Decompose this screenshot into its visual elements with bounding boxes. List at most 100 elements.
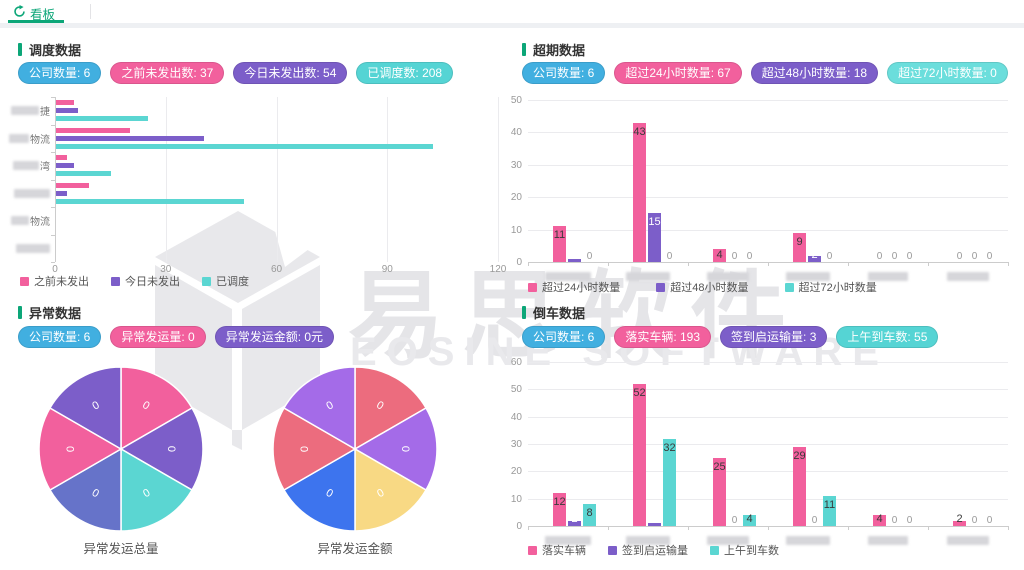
bar-reverse-bars-s0-c0[interactable]	[553, 493, 566, 526]
legend-item-reverse-bars-2[interactable]: 上午到车数	[710, 542, 779, 558]
bar-reverse-bars-s0-c5[interactable]	[953, 520, 966, 526]
bar-reverse-bars-s0-c4[interactable]	[873, 515, 886, 526]
masked-company-name	[14, 188, 50, 198]
legend-item-reverse-bars-0[interactable]: 落实车辆	[528, 542, 586, 558]
pie-slice-amount-pie-2[interactable]	[354, 447, 428, 532]
bar-overdue-bars-s0-c1[interactable]	[633, 122, 646, 262]
bar-reverse-bars-s2-c3[interactable]	[823, 495, 836, 526]
bar-value-label: 4	[716, 249, 723, 261]
legend-swatch-icon	[202, 276, 211, 286]
category-axis-line	[55, 97, 56, 262]
company-name-suffix: 捷	[40, 107, 50, 118]
bar-dispatch-bars-s0-c1[interactable]	[56, 127, 130, 133]
stat-badge-dispatch-1: 之前未发出数: 37	[110, 62, 225, 84]
bar-dispatch-bars-s1-c1[interactable]	[56, 135, 204, 141]
legend-swatch-icon	[111, 276, 120, 286]
legend-swatch-icon	[656, 282, 666, 292]
gridline-h	[528, 164, 1008, 166]
stat-badge-overdue-2: 超过48小时数量: 18	[750, 62, 879, 84]
pie-slice-value: 0	[324, 485, 335, 498]
bar-overdue-bars-s0-c3[interactable]	[793, 232, 806, 262]
pie-slice-amount-pie-3[interactable]	[282, 447, 356, 532]
legend-item-overdue-bars-1[interactable]: 超过48小时数量	[656, 279, 749, 295]
tab-kanban[interactable]: 看板	[30, 8, 56, 22]
bar-reverse-bars-s0-c3[interactable]	[793, 446, 806, 526]
legend-item-reverse-bars-1[interactable]: 签到启运输量	[608, 542, 688, 558]
bar-overdue-bars-s1-c1[interactable]	[648, 213, 661, 262]
pie-slice-total-pie-3[interactable]	[48, 447, 122, 532]
bar-dispatch-bars-s2-c0[interactable]	[56, 116, 149, 121]
category-label-4	[858, 268, 918, 281]
pie-slice-amount-pie-1[interactable]	[353, 406, 438, 492]
masked-company-name	[786, 272, 830, 281]
refresh-icon[interactable]	[13, 5, 26, 18]
stat-badge-abnormal-1: 异常发运量: 0	[110, 326, 206, 348]
bar-overdue-bars-s0-c2[interactable]	[713, 249, 726, 262]
stat-badge-overdue-3: 超过72小时数量: 0	[887, 62, 1008, 84]
bar-reverse-bars-s2-c2[interactable]	[743, 515, 756, 526]
x-tick-label: 90	[381, 264, 393, 275]
bar-dispatch-bars-s0-c0[interactable]	[56, 100, 75, 105]
bar-overdue-bars-s1-c0[interactable]	[568, 258, 581, 262]
bar-value-label: 32	[663, 441, 676, 454]
bar-dispatch-bars-s2-c2[interactable]	[56, 171, 112, 176]
bar-dispatch-bars-s2-c1[interactable]	[56, 143, 433, 149]
pie-slice-value: 0	[140, 399, 151, 412]
zero-value-label: 0	[986, 251, 993, 262]
bar-reverse-bars-s0-c1[interactable]	[633, 383, 646, 526]
bar-dispatch-bars-s1-c0[interactable]	[56, 108, 79, 113]
bar-value-label: 2	[571, 513, 578, 525]
masked-company-name	[626, 536, 670, 545]
bar-reverse-bars-s2-c1[interactable]	[663, 438, 676, 526]
pie-slice-total-pie-5[interactable]	[48, 366, 122, 451]
legend-item-overdue-bars-0[interactable]: 超过24小时数量	[528, 279, 620, 295]
axis-tick	[51, 234, 55, 236]
legend-swatch-icon	[784, 282, 794, 292]
masked-company-name	[707, 536, 749, 545]
axis-tick	[1008, 262, 1009, 266]
bar-dispatch-bars-s1-c3[interactable]	[56, 190, 68, 196]
section-title: 超期数据	[533, 43, 586, 58]
bar-reverse-bars-s1-c0[interactable]	[568, 520, 581, 526]
bar-reverse-bars-s1-c1[interactable]	[648, 523, 661, 526]
bar-dispatch-bars-s1-c2[interactable]	[56, 163, 75, 168]
active-tab-underline	[8, 20, 64, 23]
badge-row-overdue: 公司数量: 6 超过24小时数量: 67 超过48小时数量: 18 超过72小时数量:…	[522, 62, 1008, 84]
bar-overdue-bars-s1-c3[interactable]	[808, 255, 821, 262]
bar-value-label: 4	[746, 513, 753, 525]
bar-dispatch-bars-s0-c2[interactable]	[56, 155, 68, 160]
bar-value-label: 2	[811, 249, 818, 261]
bar-value-label: 52	[633, 386, 646, 399]
legend-reverse-bars: 落实车辆 签到启运输量 上午到车数	[528, 542, 779, 558]
zero-value-label: 0	[586, 251, 593, 262]
category-label-0	[538, 532, 598, 545]
category-label-0	[538, 268, 598, 281]
axis-tick	[528, 526, 529, 530]
masked-company-name	[947, 536, 989, 545]
pie-total-pie: 0 0 0 0 0 0	[38, 366, 204, 532]
section-marker-icon	[522, 306, 526, 319]
bar-reverse-bars-s2-c0[interactable]	[583, 504, 596, 526]
pie-slice-value: 0	[140, 485, 151, 498]
masked-company-name	[545, 272, 591, 281]
bar-dispatch-bars-s2-c3[interactable]	[56, 198, 245, 204]
bar-reverse-bars-s0-c2[interactable]	[713, 457, 726, 526]
legend-label: 签到启运输量	[622, 545, 688, 557]
pie-slice-total-pie-2[interactable]	[120, 447, 194, 532]
pie-slice-amount-pie-0[interactable]	[354, 366, 428, 451]
legend-item-dispatch-bars-0[interactable]: 之前未发出	[20, 273, 89, 289]
bar-overdue-bars-s0-c0[interactable]	[553, 226, 566, 262]
legend-item-overdue-bars-2[interactable]: 超过72小时数量	[784, 279, 877, 295]
legend-item-dispatch-bars-1[interactable]: 今日未发出	[111, 273, 180, 289]
axis-tick	[51, 152, 55, 153]
zero-value-label: 0	[666, 251, 673, 262]
section-marker-icon	[18, 43, 22, 56]
pie-slice-total-pie-4[interactable]	[38, 406, 123, 492]
bar-dispatch-bars-s0-c3[interactable]	[56, 182, 90, 188]
gridline-h	[528, 444, 1008, 445]
legend-item-dispatch-bars-2[interactable]: 已调度	[202, 273, 249, 289]
masked-company-name	[13, 161, 39, 170]
zero-value-label: 0	[891, 251, 898, 262]
tabbar-bottom-strip	[0, 23, 1024, 28]
company-name-suffix: 湾	[40, 162, 50, 173]
